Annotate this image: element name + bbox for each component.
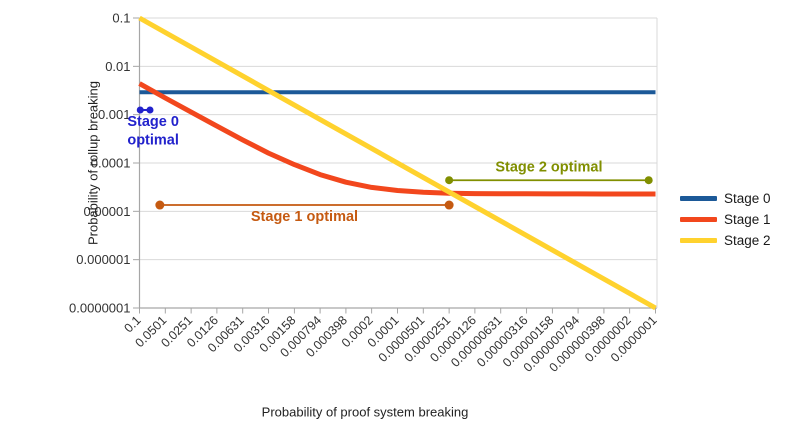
stage1-optimal-dot (155, 200, 165, 210)
series-line-stage-2 (138, 15, 657, 311)
legend-label: Stage 2 (724, 233, 771, 248)
legend-swatch-icon (680, 238, 717, 243)
legend-item-stage-2: Stage 2 (680, 230, 771, 251)
y-tick-label: 0.0001 (91, 156, 131, 171)
y-tick-label: 0.00001 (84, 204, 131, 219)
legend-label: Stage 0 (724, 191, 771, 206)
stage1-optimal-label: Stage 1 optimal (251, 209, 358, 225)
stage0-optimal-dot (136, 106, 144, 114)
series-line-stage-1 (138, 81, 656, 197)
y-tick-label: 0.001 (98, 107, 131, 122)
legend-label: Stage 1 (724, 212, 771, 227)
x-axis-title: Probability of proof system breaking (261, 404, 469, 420)
stage1-optimal-dot (444, 200, 454, 210)
stage0-optimal-label: optimal (127, 132, 179, 148)
y-tick-label: 0.01 (105, 59, 130, 74)
y-axis-title: Probability of rollup breaking (85, 80, 101, 246)
chart-legend: Stage 0 Stage 1 Stage 2 (680, 188, 771, 251)
stage0-optimal-label: Stage 0 (127, 114, 179, 130)
y-tick-label: 0.0000001 (69, 301, 130, 316)
y-tick-label: 0.000001 (76, 252, 130, 267)
legend-swatch-icon (680, 196, 717, 201)
legend-item-stage-0: Stage 0 (680, 188, 771, 209)
stage2-optimal-label: Stage 2 optimal (495, 160, 602, 176)
stage0-optimal-dot (146, 106, 154, 114)
legend-swatch-icon (680, 217, 717, 222)
legend-item-stage-1: Stage 1 (680, 209, 771, 230)
y-tick-label: 0.1 (112, 11, 130, 26)
stage2-optimal-dot (445, 176, 454, 185)
stage2-optimal-dot (644, 176, 653, 185)
